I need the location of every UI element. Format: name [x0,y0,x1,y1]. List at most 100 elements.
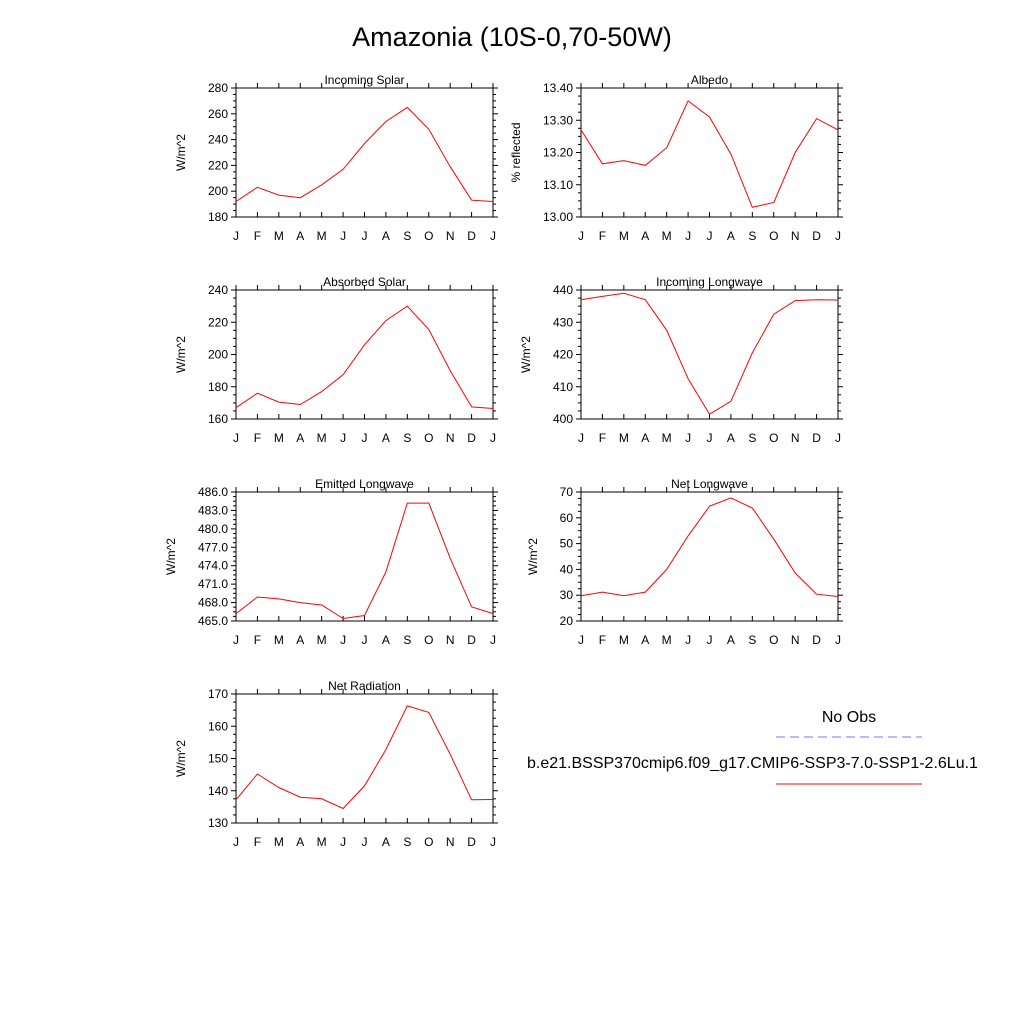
panel-title: Emitted Longwave [315,477,414,491]
y-tick-label: 410 [553,380,573,394]
x-tick-label: J [340,633,346,647]
panel-title: Absorbed Solar [323,275,406,289]
series-line [235,705,494,810]
x-tick-label: J [233,229,239,243]
x-tick-label: N [446,431,455,445]
x-tick-label: A [296,835,304,849]
y-tick-label: 50 [560,537,574,551]
x-tick-label: F [599,633,606,647]
x-tick-label: J [835,633,841,647]
x-tick-label: D [467,431,476,445]
x-tick-label: S [748,633,756,647]
x-tick-label: N [446,633,455,647]
x-tick-label: F [254,229,261,243]
y-tick-label: 400 [553,412,573,426]
y-axis-label: W/m^2 [164,538,178,575]
y-tick-label: 30 [560,588,574,602]
x-tick-label: J [685,633,691,647]
x-tick-label: J [362,633,368,647]
y-tick-label: 486.0 [198,485,228,499]
y-tick-label: 130 [208,816,228,830]
plot-frame [580,87,839,218]
x-tick-label: N [791,431,800,445]
y-tick-label: 477.0 [198,540,228,554]
plot-frame [235,491,494,622]
x-tick-label: J [835,229,841,243]
y-axis-label: W/m^2 [174,336,188,373]
x-tick-label: J [578,229,584,243]
x-tick-label: A [641,431,649,445]
x-tick-label: O [769,431,778,445]
x-tick-label: N [446,835,455,849]
plot-frame [235,693,494,824]
x-tick-label: M [274,633,284,647]
plot-frame [235,289,494,420]
x-tick-label: D [467,229,476,243]
x-tick-label: O [424,835,433,849]
x-tick-label: J [340,431,346,445]
x-tick-label: M [317,431,327,445]
figure-title: Amazonia (10S-0,70-50W) [352,22,672,52]
x-tick-label: J [707,229,713,243]
y-tick-label: 220 [208,315,228,329]
x-tick-label: J [340,229,346,243]
x-tick-label: J [340,835,346,849]
y-tick-label: 430 [553,315,573,329]
x-tick-label: A [382,835,390,849]
x-tick-label: M [274,229,284,243]
legend-model-label: b.e21.BSSP370cmip6.f09_g17.CMIP6-SSP3-7.… [527,755,978,772]
x-tick-label: J [685,431,691,445]
legend-obs-label: No Obs [822,709,876,726]
series-line [580,100,839,208]
x-tick-label: J [490,229,496,243]
y-tick-label: 260 [208,107,228,121]
x-tick-label: A [641,633,649,647]
x-tick-label: M [619,431,629,445]
y-tick-label: 150 [208,752,228,766]
plot-frame [235,87,494,218]
x-tick-label: A [641,229,649,243]
y-tick-label: 280 [208,81,228,95]
x-tick-label: A [727,431,735,445]
x-tick-label: O [424,633,433,647]
x-tick-label: J [490,633,496,647]
x-tick-label: M [317,229,327,243]
plot-frame [580,289,839,420]
x-tick-label: M [619,633,629,647]
y-tick-label: 13.30 [543,113,573,127]
x-tick-label: M [662,633,672,647]
x-tick-label: J [362,835,368,849]
y-tick-label: 13.10 [543,178,573,192]
x-tick-label: O [769,229,778,243]
x-tick-label: M [274,431,284,445]
x-tick-label: J [490,835,496,849]
y-tick-label: 471.0 [198,577,228,591]
y-tick-label: 440 [553,283,573,297]
x-tick-label: S [403,835,411,849]
y-tick-label: 240 [208,133,228,147]
x-tick-label: F [599,229,606,243]
y-tick-label: 20 [560,614,574,628]
x-tick-label: M [619,229,629,243]
x-tick-label: M [317,835,327,849]
x-tick-label: M [274,835,284,849]
x-tick-label: J [707,633,713,647]
x-tick-label: O [424,431,433,445]
y-tick-label: 13.00 [543,210,573,224]
x-tick-label: D [467,633,476,647]
x-tick-label: O [424,229,433,243]
y-tick-label: 180 [208,210,228,224]
x-tick-label: F [254,431,261,445]
x-tick-label: J [578,431,584,445]
x-tick-label: J [233,633,239,647]
panel-title: Net Radiation [328,679,401,693]
x-tick-label: D [812,633,821,647]
y-tick-label: 465.0 [198,614,228,628]
x-tick-label: J [707,431,713,445]
x-tick-label: J [233,835,239,849]
x-tick-label: N [791,633,800,647]
